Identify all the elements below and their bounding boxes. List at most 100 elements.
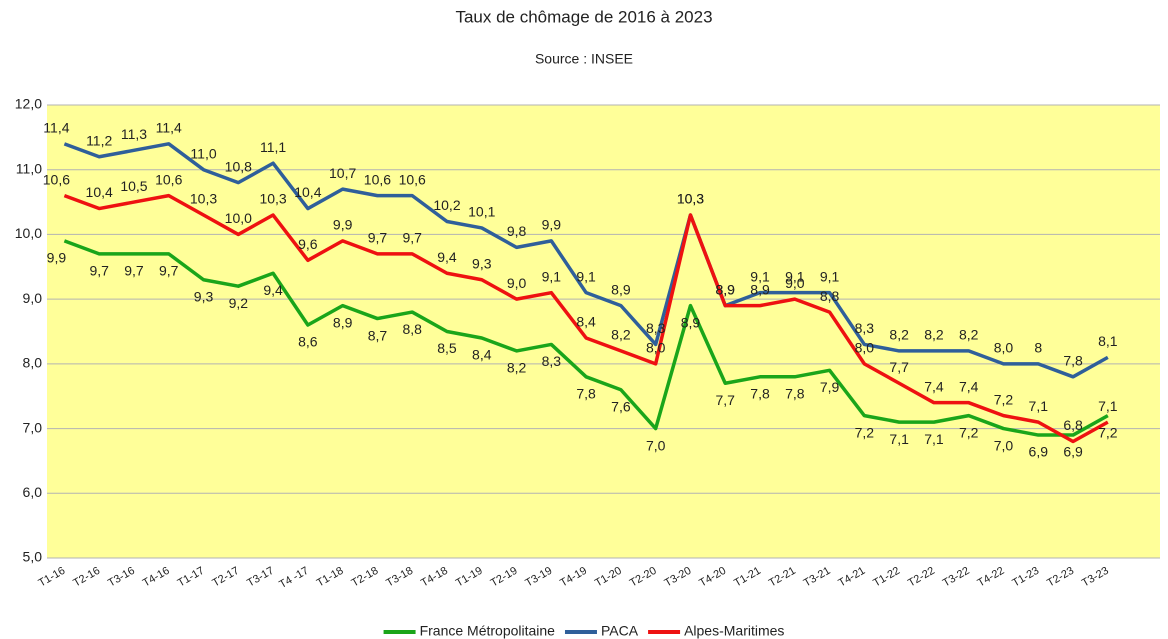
series-line	[63, 193, 1109, 444]
y-tick-label: 7,0	[23, 419, 43, 435]
x-tick-label: T4-20	[697, 565, 728, 590]
x-tick-label: T2-16	[71, 565, 102, 590]
data-label: 9,4	[263, 282, 283, 298]
data-label: 9,3	[472, 255, 492, 271]
data-label: 9,7	[89, 263, 109, 279]
x-tick-label: T2-23	[1045, 565, 1076, 590]
data-label: 8,5	[437, 340, 457, 356]
data-label: 7,8	[1063, 353, 1083, 369]
x-tick-label: T1-20	[593, 565, 624, 590]
x-tick-label: T1-21	[732, 565, 763, 590]
data-label: 8,4	[576, 314, 596, 330]
data-label: 11,4	[43, 120, 69, 136]
data-label: 10,0	[225, 210, 252, 226]
x-tick-label: T2-18	[349, 565, 380, 590]
data-label: 8,9	[611, 281, 631, 297]
y-tick-label: 5,0	[23, 549, 43, 565]
x-tick-label: T4-16	[141, 565, 172, 590]
data-label: 8	[1034, 340, 1042, 356]
data-label: 7,2	[1098, 424, 1118, 440]
data-label: 9,1	[785, 268, 805, 284]
chart-title: Taux de chômage de 2016 à 2023	[455, 7, 712, 26]
data-label: 9,7	[124, 263, 144, 279]
data-label: 10,3	[190, 191, 217, 207]
data-label: 8,0	[994, 340, 1014, 356]
data-label: 7,0	[646, 437, 666, 453]
data-label: 10,4	[86, 184, 113, 200]
data-label: 8,4	[472, 347, 492, 363]
data-label: 9,1	[820, 268, 840, 284]
y-tick-label: 9,0	[23, 290, 43, 306]
data-label: 11,2	[86, 132, 112, 148]
chart-subtitle: Source : INSEE	[535, 51, 633, 67]
x-tick-label: T1-22	[871, 565, 902, 590]
x-tick-label: T2-19	[489, 565, 520, 590]
data-label: 7,2	[959, 424, 979, 440]
data-label: 7,2	[855, 424, 875, 440]
data-label: 8,1	[1098, 333, 1118, 349]
data-label: 10,8	[225, 158, 252, 174]
data-label: 9,8	[507, 223, 527, 239]
data-label: 10,4	[294, 184, 321, 200]
data-label: 7,2	[994, 391, 1014, 407]
data-label: 10,6	[364, 171, 391, 187]
x-tick-label: T4-18	[419, 565, 450, 590]
x-tick-label: T2-21	[767, 565, 798, 590]
data-label: 10,3	[677, 191, 704, 207]
data-label: 8,2	[611, 327, 631, 343]
data-label: 8,3	[646, 320, 666, 336]
x-tick-label: T2-22	[906, 565, 937, 590]
y-tick-label: 12,0	[15, 96, 42, 112]
x-tick-label: T1-23	[1010, 565, 1041, 590]
x-tick-label: T4-21	[836, 565, 867, 590]
data-label: 9,0	[507, 275, 527, 291]
data-label: 7,1	[889, 431, 909, 447]
data-label: 8,3	[855, 320, 875, 336]
data-label: 7,9	[820, 379, 840, 395]
data-label: 9,1	[576, 268, 596, 284]
x-tick-label: T4-19	[558, 565, 589, 590]
legend-label: France Métropolitaine	[420, 623, 556, 639]
data-label: 8,2	[889, 327, 909, 343]
series-line	[63, 142, 1109, 379]
data-label: 8,2	[507, 360, 527, 376]
data-label: 10,6	[43, 171, 70, 187]
data-label: 9,9	[47, 250, 67, 266]
data-label: 7,8	[750, 386, 770, 402]
data-label: 8,9	[716, 281, 736, 297]
data-label: 7,8	[785, 386, 805, 402]
x-tick-label: T3-18	[384, 565, 415, 590]
data-label: 7,7	[889, 359, 909, 375]
data-label: 11,0	[190, 145, 216, 161]
y-tick-label: 11,0	[16, 160, 42, 176]
legend-label: PACA	[601, 623, 639, 639]
data-label: 7,4	[959, 378, 979, 394]
data-label: 9,9	[333, 217, 353, 233]
data-label: 8,2	[924, 327, 944, 343]
data-label: 7,8	[576, 386, 596, 402]
x-tick-label: T3-23	[1080, 565, 1111, 590]
data-label: 9,1	[750, 268, 770, 284]
x-tick-label: T4 -17	[277, 565, 311, 591]
data-label: 11,1	[260, 139, 286, 155]
data-label: 9,7	[402, 230, 422, 246]
data-label: 7,1	[924, 431, 944, 447]
data-label: 10,1	[468, 204, 495, 220]
x-tick-label: T3-20	[663, 565, 694, 590]
data-label: 8,2	[959, 327, 979, 343]
x-tick-label: T1-19	[454, 565, 485, 590]
series-line	[63, 239, 1109, 437]
data-label: 8,9	[716, 281, 736, 297]
x-tick-label: T3-22	[941, 565, 972, 590]
data-label: 8,3	[542, 353, 562, 369]
x-tick-label: T3-17	[245, 565, 276, 590]
data-label: 9,7	[368, 230, 388, 246]
x-tick-label: T1-18	[315, 565, 346, 590]
y-tick-label: 6,0	[23, 484, 43, 500]
x-tick-label: T1-17	[176, 565, 207, 590]
data-label: 8,9	[681, 314, 701, 330]
x-tick-label: T2-20	[628, 565, 659, 590]
data-label: 8,6	[298, 334, 318, 350]
data-label: 9,0	[785, 275, 805, 291]
